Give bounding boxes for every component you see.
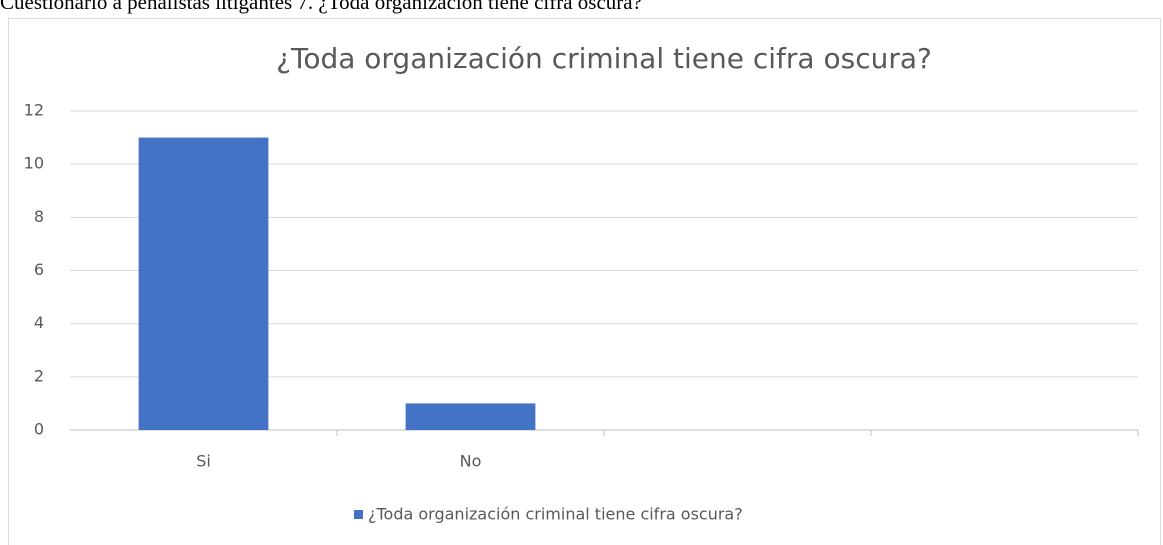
y-tick-label: 10: [24, 154, 44, 173]
y-tick-label: 2: [34, 366, 44, 385]
y-tick-label: 0: [34, 420, 44, 439]
y-tick-label: 6: [34, 260, 44, 279]
y-tick-label: 8: [34, 207, 44, 226]
x-tick-label: No: [460, 452, 482, 471]
legend-swatch: [354, 510, 363, 519]
bar: [405, 403, 536, 430]
y-tick-label: 12: [24, 101, 44, 120]
y-tick-label: 4: [34, 313, 44, 332]
legend-label: ¿Toda organización criminal tiene cifra …: [368, 505, 743, 524]
caption: Cuestionario a penalistas litigantes 7. …: [0, 0, 642, 14]
bar: [138, 137, 269, 431]
chart-title: ¿Toda organización criminal tiene cifra …: [276, 42, 932, 75]
x-tick-label: Si: [196, 452, 211, 471]
